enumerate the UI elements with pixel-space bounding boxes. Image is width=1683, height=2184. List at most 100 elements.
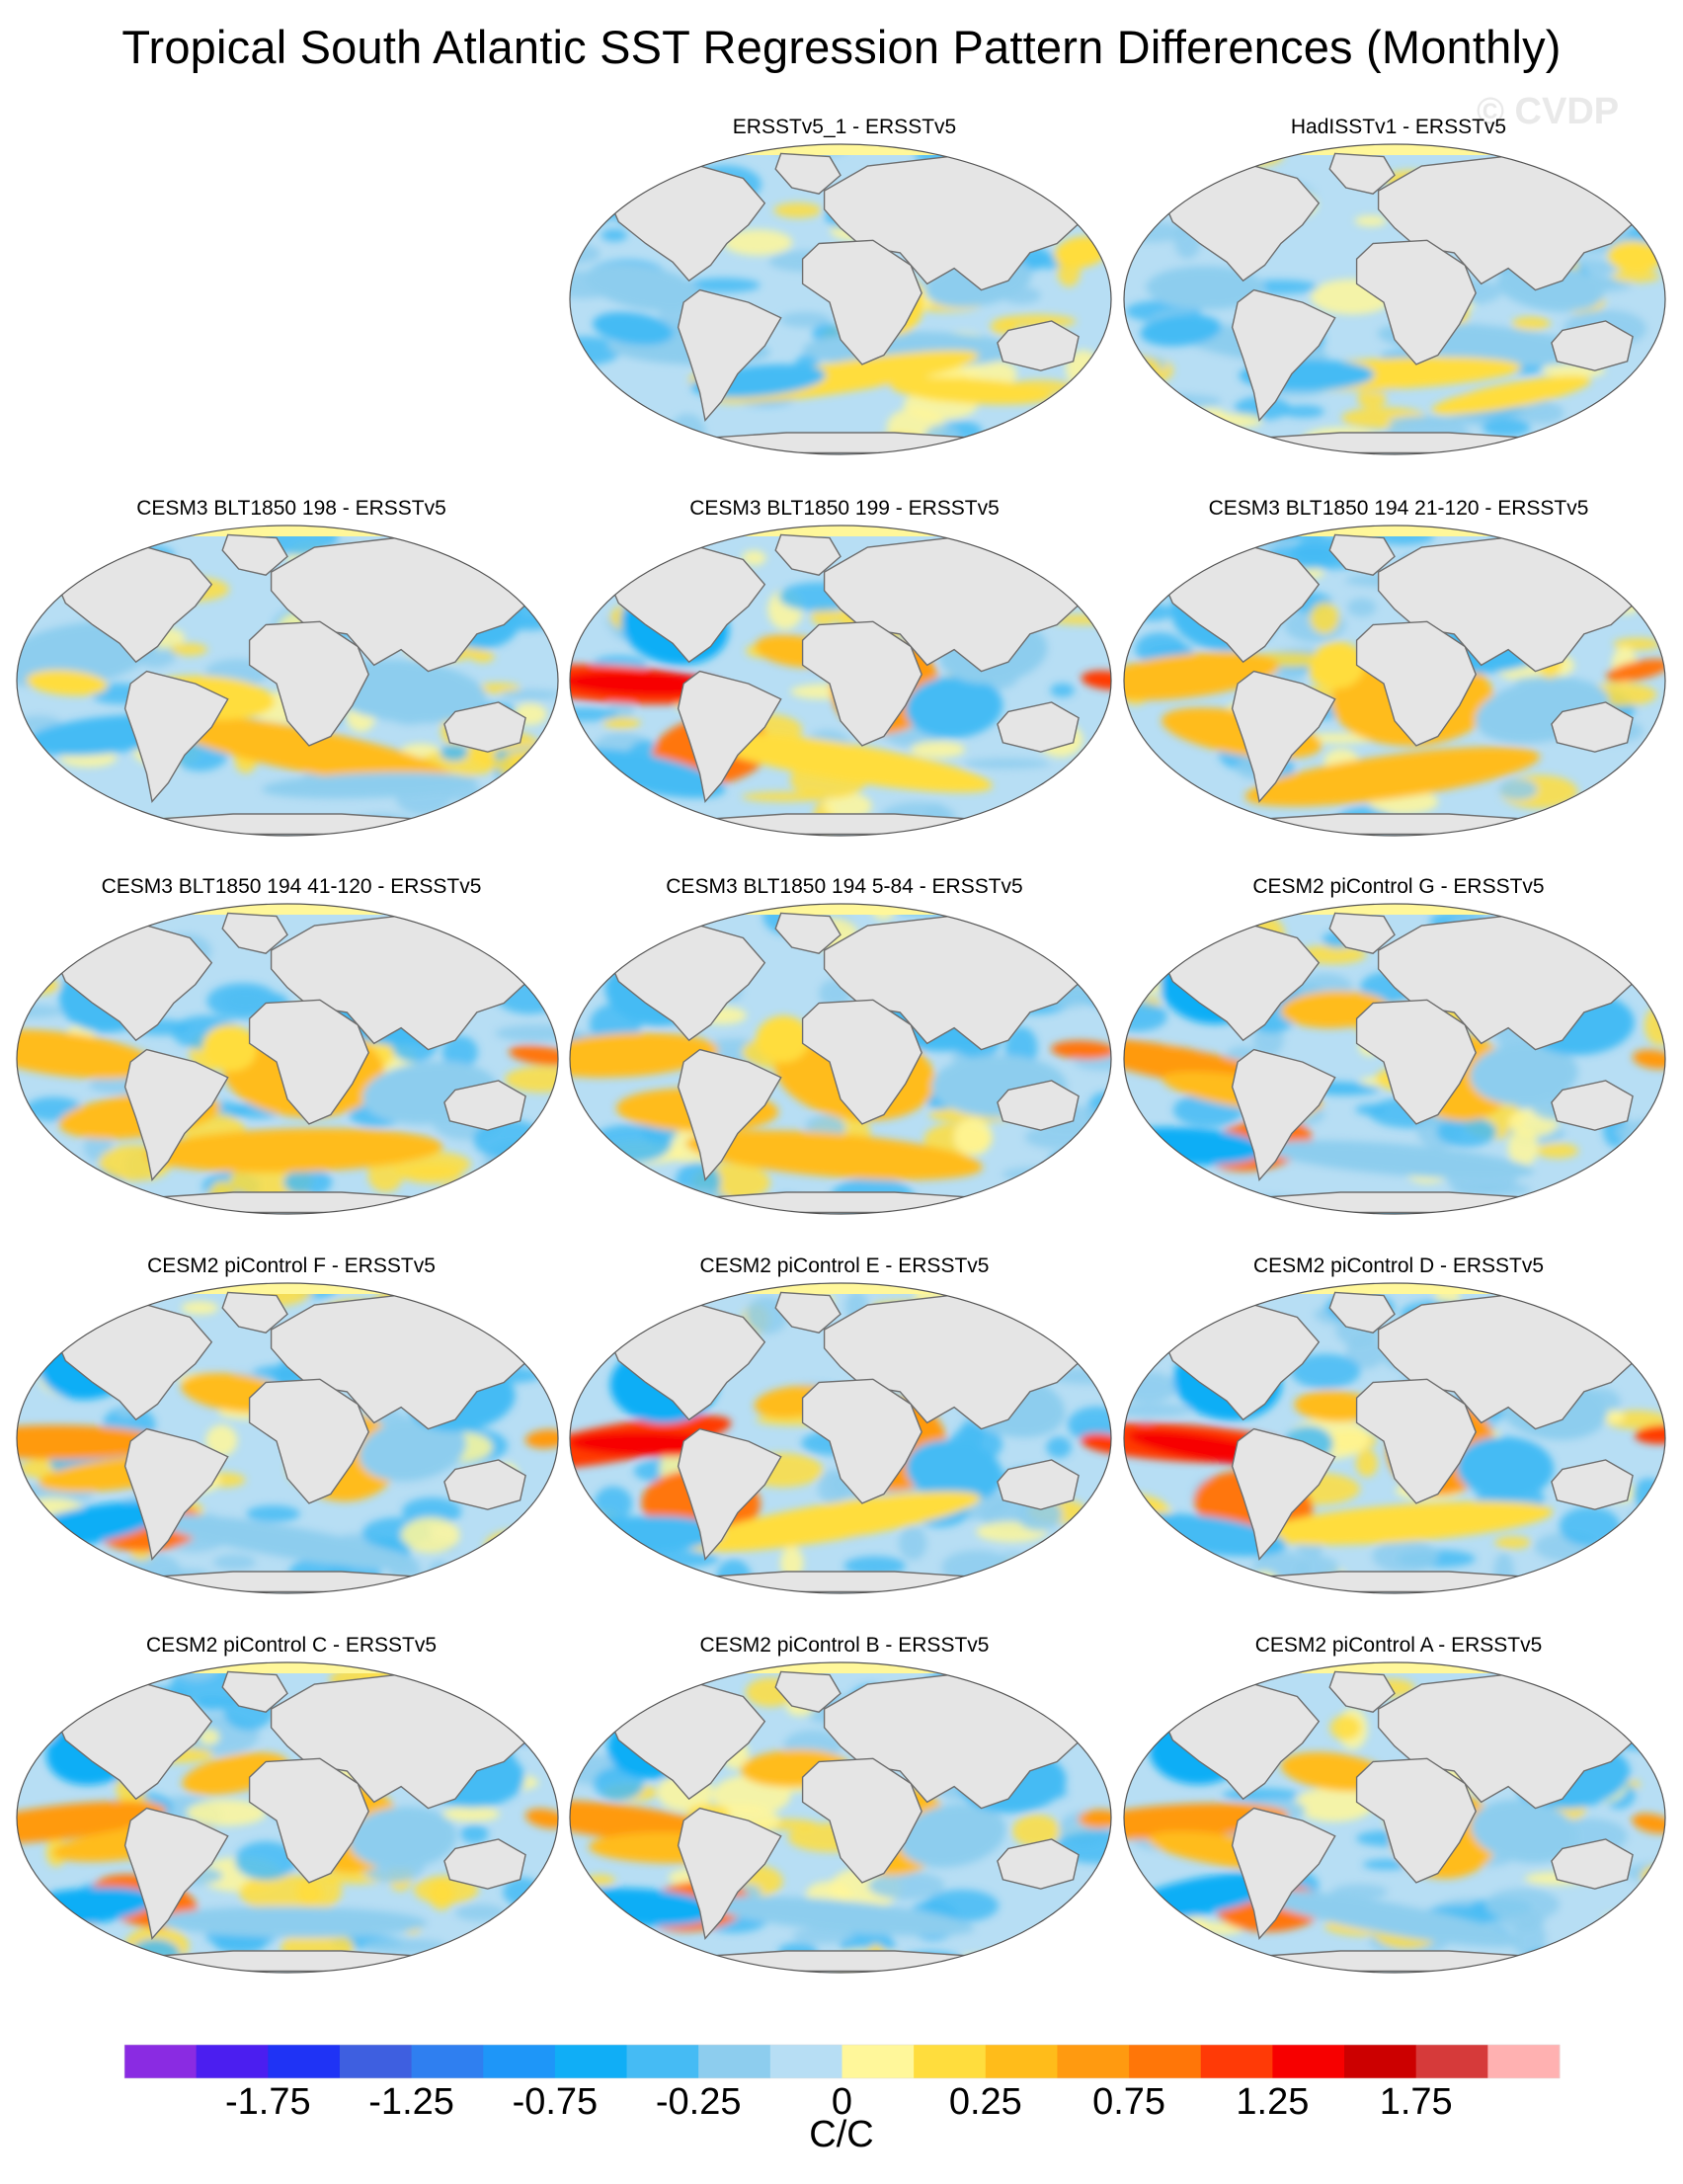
map-panel: CESM2 piControl G - ERSSTv5 (1122, 875, 1675, 1231)
sst-map (569, 143, 1112, 455)
continent-southAmerica (677, 670, 782, 804)
panel-title: CESM3 BLT1850 199 - ERSSTv5 (689, 497, 1000, 520)
colorbar-tick-label: 1.25 (1236, 2081, 1309, 2123)
continent-australia (443, 1459, 526, 1510)
continent-greenland (774, 533, 842, 576)
map-border (16, 525, 559, 837)
sst-map (1123, 1282, 1666, 1594)
colorbar-swatch (1487, 2045, 1561, 2078)
colorbar-swatch (1272, 2045, 1345, 2078)
continent-greenland (221, 1291, 288, 1334)
sst-map (1123, 1661, 1666, 1974)
colorbar-swatch (411, 2045, 484, 2078)
colorbar-swatch (698, 2045, 771, 2078)
map-border (569, 1661, 1112, 1974)
panel-title: CESM2 piControl D - ERSSTv5 (1252, 1254, 1545, 1277)
colorbar-swatch (1129, 2045, 1202, 2078)
continent-australia (997, 320, 1080, 371)
sst-map (1123, 525, 1666, 837)
continent-southAmerica (123, 1807, 229, 1941)
map-panel: CESM2 piControl A - ERSSTv5 (1122, 1634, 1675, 1989)
continent-australia (997, 1080, 1080, 1131)
colorbar-swatch (985, 2045, 1058, 2078)
sst-map (569, 1661, 1112, 1974)
map-border (16, 903, 559, 1215)
colorbar-swatch (554, 2045, 628, 2078)
continent-southAmerica (677, 1048, 782, 1182)
panel-title: CESM2 piControl F - ERSSTv5 (147, 1254, 436, 1277)
continent-southAmerica (1231, 670, 1336, 804)
panel-title: CESM2 piControl B - ERSSTv5 (699, 1634, 990, 1657)
sst-map (16, 1282, 559, 1594)
continent-australia (997, 701, 1080, 753)
continent-africa (248, 620, 369, 747)
colorbar-swatch (914, 2045, 987, 2078)
map-border (569, 525, 1112, 837)
map-border (16, 1282, 559, 1594)
continent-australia (1551, 1459, 1634, 1510)
colorbar-swatch (1415, 2045, 1488, 2078)
colorbar-swatch (124, 2045, 198, 2078)
colorbar-swatch (339, 2045, 413, 2078)
colorbar-tick-label: 1.75 (1380, 2081, 1453, 2123)
continent-greenland (221, 1670, 288, 1713)
continent-greenland (774, 152, 842, 195)
colorbar-swatch (769, 2045, 842, 2078)
continent-africa (1355, 1757, 1477, 1884)
map-border (569, 143, 1112, 455)
continent-australia (1551, 1838, 1634, 1890)
map-panel: CESM2 piControl C - ERSSTv5 (15, 1634, 568, 1989)
continent-southAmerica (677, 1427, 782, 1562)
panel-title: HadISSTv1 - ERSSTv5 (1290, 116, 1507, 138)
colorbar-swatch (1344, 2045, 1417, 2078)
continent-africa (248, 1378, 369, 1504)
continent-africa (248, 999, 369, 1125)
continent-africa (801, 1757, 922, 1884)
continent-australia (443, 1838, 526, 1890)
map-panel: HadISSTv1 - ERSSTv5 (1122, 116, 1675, 471)
map-panel: ERSSTv5_1 - ERSSTv5 (568, 116, 1121, 471)
colorbar-swatch (842, 2045, 915, 2078)
sst-map (1123, 143, 1666, 455)
map-panel: CESM3 BLT1850 194 41-120 - ERSSTv5 (15, 875, 568, 1231)
continent-greenland (774, 1291, 842, 1334)
continent-greenland (1328, 533, 1396, 576)
colorbar-tick-label: 0.25 (949, 2081, 1022, 2123)
sst-map (16, 525, 559, 837)
panel-title: CESM2 piControl E - ERSSTv5 (699, 1254, 990, 1277)
continent-greenland (1328, 152, 1396, 195)
watermark: © CVDP (1477, 91, 1620, 132)
colorbar-unit-label: C/C (809, 2114, 874, 2155)
map-border (1123, 1661, 1666, 1974)
colorbar: -1.75 -1.25 -0.75 -0.25 0 0.25 0.75 1.25 1.75 C/… (0, 2035, 1683, 2183)
map-panel: CESM3 BLT1850 198 - ERSSTv5 (15, 497, 568, 852)
map-border (569, 903, 1112, 1215)
continent-australia (1551, 1080, 1634, 1131)
continent-australia (997, 1459, 1080, 1510)
continent-africa (248, 1757, 369, 1884)
colorbar-swatch (196, 2045, 269, 2078)
continent-greenland (1328, 1670, 1396, 1713)
colorbar-svg: -1.75 -1.25 -0.75 -0.25 0 0.25 0.75 1.25 1.75 (123, 2044, 1561, 2123)
panel-title: CESM2 piControl C - ERSSTv5 (145, 1634, 438, 1657)
continent-southAmerica (1231, 1427, 1336, 1562)
map-border (1123, 903, 1666, 1215)
colorbar-tick-label: 0 (832, 2081, 852, 2123)
continent-southAmerica (123, 670, 229, 804)
colorbar-swatch (626, 2045, 699, 2078)
colorbar-tick-label: -0.75 (513, 2081, 599, 2123)
panel-title: CESM2 piControl G - ERSSTv5 (1252, 875, 1545, 898)
map-panel: CESM3 BLT1850 194 5-84 - ERSSTv5 (568, 875, 1121, 1231)
map-border (1123, 525, 1666, 837)
colorbar-tick-label: -0.25 (656, 2081, 742, 2123)
panel-title: CESM3 BLT1850 194 41-120 - ERSSTv5 (101, 875, 482, 898)
sst-map (569, 903, 1112, 1215)
continent-australia (1551, 701, 1634, 753)
continent-africa (1355, 239, 1477, 365)
continent-africa (1355, 620, 1477, 747)
continent-africa (801, 239, 922, 365)
sst-map (569, 1282, 1112, 1594)
colorbar-swatch (1200, 2045, 1273, 2078)
map-border (1123, 143, 1666, 455)
map-panel: CESM2 piControl B - ERSSTv5 (568, 1634, 1121, 1989)
